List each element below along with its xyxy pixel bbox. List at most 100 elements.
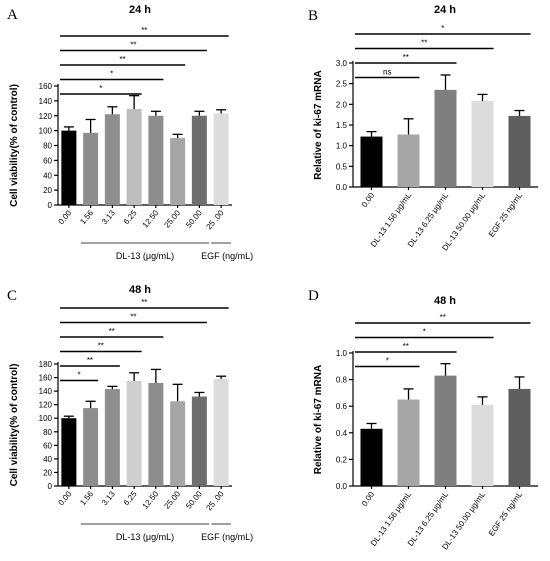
significance-label: **: [421, 39, 427, 48]
group-label: EGF (ng/mL): [201, 251, 253, 261]
bar: [83, 132, 99, 205]
significance-label: **: [440, 313, 446, 322]
y-tick-label: 1.0: [336, 349, 348, 358]
y-axis-label: Cell viability(% of control): [9, 364, 20, 487]
y-tick-label: 0.8: [336, 376, 348, 385]
y-tick-label: 180: [39, 360, 53, 369]
x-tick-label: 25 .00: [204, 208, 226, 231]
x-tick-label: 25 .00: [204, 489, 226, 512]
x-tick-label: 3.13: [100, 208, 117, 226]
bar: [170, 138, 186, 205]
bar: [434, 375, 457, 486]
bar: [104, 114, 120, 205]
y-tick-label: 0.5: [336, 162, 348, 171]
bar: [126, 109, 142, 205]
significance-label: **: [403, 342, 409, 351]
bar: [360, 428, 383, 486]
y-tick-label: 40: [43, 171, 52, 180]
bar: [508, 388, 531, 486]
bar: [471, 101, 494, 187]
bar: [360, 136, 383, 187]
panel-D: D 48 h 0.0 0.2 0.4 0.6 0.8 1.0 Relative of ki-67…: [308, 288, 538, 551]
x-tick-label: DL-13 1.56 μg/mL: [369, 490, 414, 548]
panel-label: A: [7, 7, 18, 23]
x-tick-label: 0.00: [56, 489, 73, 507]
x-tick-label: 6.25: [122, 208, 139, 226]
significance-label: *: [110, 70, 113, 79]
panel-A: A 24 h 0 20 40 60 80 100 120 140 160 Cell viability…: [7, 4, 253, 261]
x-tick-label: 0.00: [360, 490, 377, 508]
bar: [148, 115, 164, 205]
y-tick-label: 2.5: [336, 80, 348, 89]
y-tick-label: 120: [39, 401, 53, 410]
y-tick-label: 80: [43, 428, 52, 437]
y-tick-label: 60: [43, 441, 52, 450]
y-tick-label: 160: [39, 82, 53, 91]
panel-B: B 24 h 0.0 0.5 1.0 1.5 2.0 2.5 3.0 Relative of ki…: [308, 4, 538, 252]
bar: [61, 130, 77, 205]
y-tick-label: 160: [39, 374, 53, 383]
bar: [213, 378, 229, 486]
y-axis-label: Relative of ki-67 mRNA: [313, 70, 324, 179]
x-tick-label: 25.00: [162, 489, 182, 511]
y-tick-label: 1.0: [336, 142, 348, 151]
y-tick-label: 0.6: [336, 402, 348, 411]
y-axis-label: Cell viability(% of control): [9, 84, 20, 207]
x-tick-label: 0.00: [56, 208, 73, 226]
bar: [191, 115, 207, 205]
significance-label: **: [130, 41, 136, 50]
bar: [104, 389, 120, 486]
x-tick-label: 12.50: [141, 489, 161, 511]
y-tick-label: 20: [43, 186, 52, 195]
y-tick-label: 40: [43, 455, 52, 464]
chart-title: 48 h: [434, 295, 456, 307]
x-tick-label: DL-13 6.25 μg/mL: [406, 490, 451, 548]
x-tick-label: 1.56: [78, 489, 95, 507]
y-axis-label: Relative of ki-67 mRNA: [313, 365, 324, 474]
bar: [397, 134, 420, 187]
x-tick-label: 1.56: [78, 208, 95, 226]
significance-label: *: [441, 24, 444, 33]
y-tick-label: 0.0: [336, 482, 348, 491]
bar: [61, 418, 77, 486]
x-tick-label: 12.50: [141, 208, 161, 230]
y-tick-label: 0.4: [336, 429, 348, 438]
bar: [213, 113, 229, 205]
y-tick-label: 100: [39, 414, 53, 423]
significance-label: **: [109, 327, 115, 336]
y-tick-label: 3.0: [336, 59, 348, 68]
x-tick-label: 50.00: [184, 489, 204, 511]
y-tick-label: 20: [43, 468, 52, 477]
bar: [471, 404, 494, 486]
y-tick-label: 140: [39, 387, 53, 396]
x-tick-label: 25.00: [162, 208, 182, 230]
x-tick-label: EGF 25 ng/mL: [487, 490, 525, 538]
panel-label: B: [308, 8, 318, 24]
y-tick-label: 2.0: [336, 100, 348, 109]
y-tick-label: 120: [39, 112, 53, 121]
bar: [397, 399, 420, 486]
x-tick-label: DL-13 1.56 μg/mL: [369, 191, 414, 249]
chart-title: 24 h: [434, 4, 456, 16]
significance-label: **: [98, 342, 104, 351]
x-tick-label: DL-13 6.25 μg/mL: [406, 191, 451, 249]
significance-label: **: [87, 356, 93, 365]
x-tick-label: 0.00: [360, 191, 377, 209]
y-tick-label: 60: [43, 156, 52, 165]
significance-label: **: [119, 55, 125, 64]
bar: [170, 401, 186, 486]
chart-title: 48 h: [129, 284, 151, 296]
x-tick-label: EGF 25 ng/mL: [487, 191, 525, 239]
significance-label: **: [141, 26, 147, 35]
significance-label: *: [99, 84, 102, 93]
group-label: DL-13 (μg/mL): [116, 251, 174, 261]
y-tick-label: 0.0: [336, 183, 348, 192]
panel-label: C: [7, 288, 17, 304]
significance-label: *: [423, 328, 426, 337]
y-tick-label: 0: [48, 482, 53, 491]
x-tick-label: 3.13: [100, 489, 117, 507]
bar: [508, 115, 531, 187]
y-tick-label: 80: [43, 142, 52, 151]
bar: [434, 89, 457, 187]
